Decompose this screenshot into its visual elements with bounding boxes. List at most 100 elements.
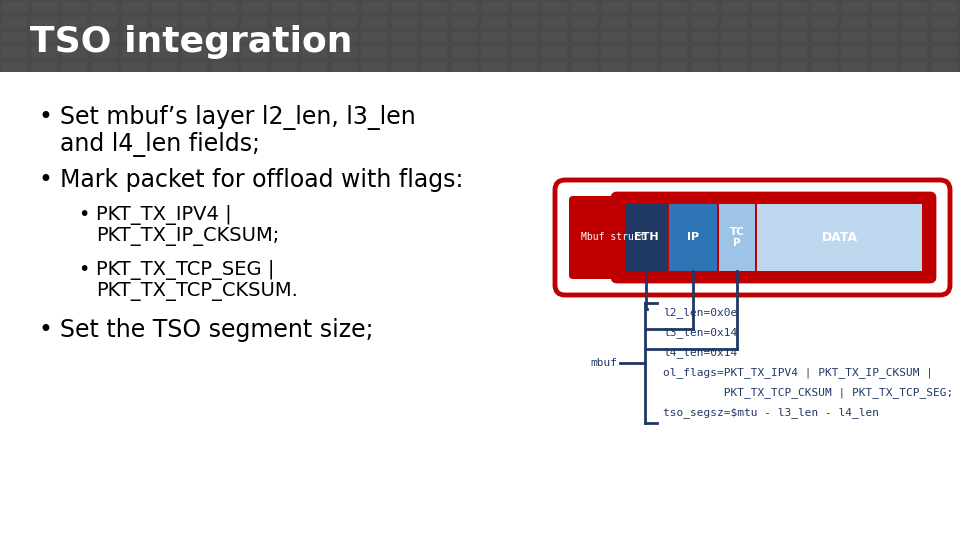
FancyBboxPatch shape — [692, 62, 717, 72]
FancyBboxPatch shape — [392, 2, 417, 12]
FancyBboxPatch shape — [332, 17, 357, 27]
FancyBboxPatch shape — [122, 32, 147, 42]
FancyBboxPatch shape — [632, 2, 657, 12]
FancyBboxPatch shape — [752, 2, 777, 12]
FancyBboxPatch shape — [212, 62, 237, 72]
Text: l2_len=0x0e: l2_len=0x0e — [663, 307, 737, 318]
FancyBboxPatch shape — [182, 17, 207, 27]
FancyBboxPatch shape — [512, 17, 537, 27]
FancyBboxPatch shape — [572, 2, 597, 12]
FancyBboxPatch shape — [722, 32, 747, 42]
FancyBboxPatch shape — [812, 62, 837, 72]
FancyBboxPatch shape — [602, 17, 627, 27]
FancyBboxPatch shape — [902, 17, 927, 27]
FancyBboxPatch shape — [152, 2, 177, 12]
FancyBboxPatch shape — [842, 17, 867, 27]
FancyBboxPatch shape — [212, 2, 237, 12]
FancyBboxPatch shape — [602, 2, 627, 12]
FancyBboxPatch shape — [872, 62, 897, 72]
FancyBboxPatch shape — [452, 62, 477, 72]
FancyBboxPatch shape — [2, 62, 27, 72]
FancyBboxPatch shape — [362, 32, 387, 42]
FancyBboxPatch shape — [152, 47, 177, 57]
FancyBboxPatch shape — [662, 47, 687, 57]
FancyBboxPatch shape — [872, 47, 897, 57]
FancyBboxPatch shape — [719, 204, 755, 271]
Text: •: • — [38, 105, 52, 129]
FancyBboxPatch shape — [62, 47, 87, 57]
FancyBboxPatch shape — [2, 47, 27, 57]
FancyBboxPatch shape — [302, 2, 327, 12]
FancyBboxPatch shape — [662, 62, 687, 72]
FancyBboxPatch shape — [572, 62, 597, 72]
FancyBboxPatch shape — [482, 47, 507, 57]
FancyBboxPatch shape — [422, 17, 447, 27]
FancyBboxPatch shape — [452, 17, 477, 27]
FancyBboxPatch shape — [932, 62, 957, 72]
FancyBboxPatch shape — [182, 2, 207, 12]
FancyBboxPatch shape — [32, 2, 57, 12]
FancyBboxPatch shape — [542, 2, 567, 12]
FancyBboxPatch shape — [332, 47, 357, 57]
FancyBboxPatch shape — [932, 32, 957, 42]
FancyBboxPatch shape — [902, 62, 927, 72]
FancyBboxPatch shape — [212, 32, 237, 42]
FancyBboxPatch shape — [152, 32, 177, 42]
FancyBboxPatch shape — [602, 47, 627, 57]
FancyBboxPatch shape — [932, 17, 957, 27]
FancyBboxPatch shape — [662, 32, 687, 42]
FancyBboxPatch shape — [62, 32, 87, 42]
FancyBboxPatch shape — [2, 2, 27, 12]
FancyBboxPatch shape — [302, 62, 327, 72]
Text: and l4_len fields;: and l4_len fields; — [60, 132, 260, 157]
FancyBboxPatch shape — [542, 17, 567, 27]
FancyBboxPatch shape — [422, 62, 447, 72]
FancyBboxPatch shape — [302, 47, 327, 57]
FancyBboxPatch shape — [632, 62, 657, 72]
FancyBboxPatch shape — [332, 32, 357, 42]
Text: TSO integration: TSO integration — [30, 25, 352, 59]
FancyBboxPatch shape — [362, 47, 387, 57]
FancyBboxPatch shape — [722, 2, 747, 12]
FancyBboxPatch shape — [512, 62, 537, 72]
Text: Mbuf struct: Mbuf struct — [581, 233, 645, 242]
FancyBboxPatch shape — [902, 32, 927, 42]
FancyBboxPatch shape — [569, 196, 657, 279]
FancyBboxPatch shape — [242, 17, 267, 27]
FancyBboxPatch shape — [452, 47, 477, 57]
FancyBboxPatch shape — [422, 32, 447, 42]
FancyBboxPatch shape — [572, 17, 597, 27]
FancyBboxPatch shape — [872, 17, 897, 27]
FancyBboxPatch shape — [152, 62, 177, 72]
FancyBboxPatch shape — [152, 17, 177, 27]
FancyBboxPatch shape — [0, 72, 960, 540]
Text: Set the TSO segment size;: Set the TSO segment size; — [60, 318, 373, 342]
FancyBboxPatch shape — [482, 32, 507, 42]
FancyBboxPatch shape — [62, 62, 87, 72]
FancyBboxPatch shape — [92, 17, 117, 27]
FancyBboxPatch shape — [122, 2, 147, 12]
FancyBboxPatch shape — [512, 32, 537, 42]
FancyBboxPatch shape — [902, 2, 927, 12]
FancyBboxPatch shape — [782, 47, 807, 57]
FancyBboxPatch shape — [362, 17, 387, 27]
FancyBboxPatch shape — [92, 47, 117, 57]
FancyBboxPatch shape — [722, 17, 747, 27]
FancyBboxPatch shape — [752, 17, 777, 27]
Text: •: • — [38, 168, 52, 192]
FancyBboxPatch shape — [572, 32, 597, 42]
FancyBboxPatch shape — [2, 32, 27, 42]
FancyBboxPatch shape — [572, 47, 597, 57]
FancyBboxPatch shape — [362, 62, 387, 72]
Text: Mark packet for offload with flags:: Mark packet for offload with flags: — [60, 168, 464, 192]
FancyBboxPatch shape — [92, 32, 117, 42]
FancyBboxPatch shape — [2, 17, 27, 27]
FancyBboxPatch shape — [782, 32, 807, 42]
FancyBboxPatch shape — [632, 32, 657, 42]
FancyBboxPatch shape — [692, 32, 717, 42]
FancyBboxPatch shape — [692, 47, 717, 57]
FancyBboxPatch shape — [242, 47, 267, 57]
FancyBboxPatch shape — [332, 62, 357, 72]
FancyBboxPatch shape — [422, 2, 447, 12]
Text: PKT_TX_IP_CKSUM;: PKT_TX_IP_CKSUM; — [96, 227, 279, 246]
